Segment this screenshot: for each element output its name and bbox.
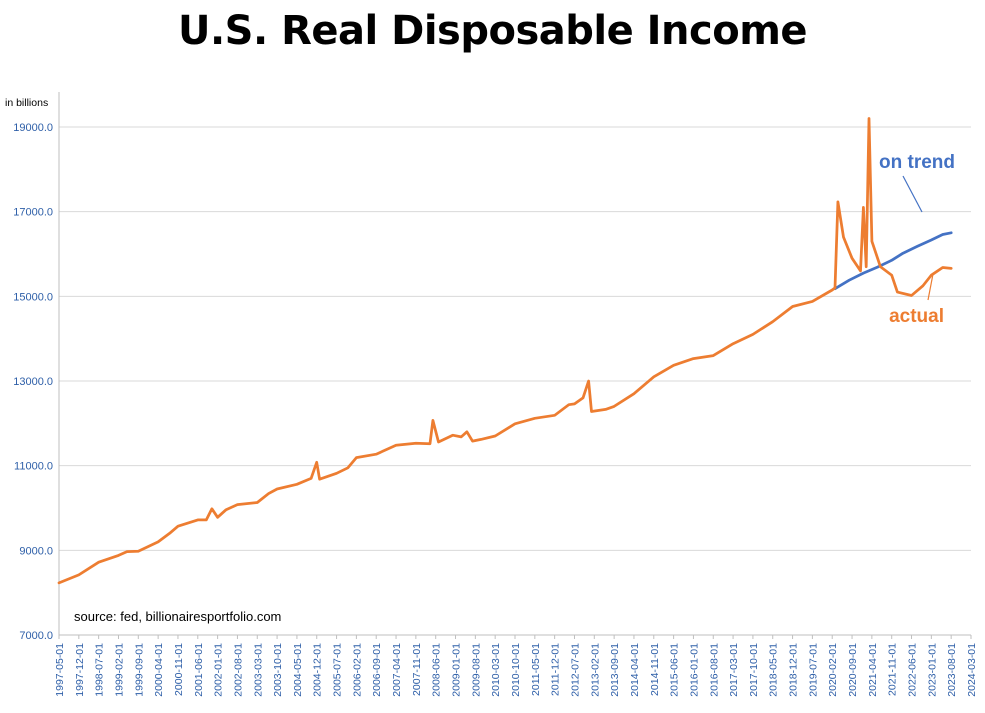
x-tick-label: 2006-09-01 [371, 643, 383, 697]
x-tick-label: 2004-12-01 [312, 643, 324, 697]
series-lines [57, 117, 953, 585]
x-tick-label: 2013-02-01 [589, 643, 601, 697]
x-tick-label: 2015-06-01 [669, 643, 681, 697]
annotations: on trend actual [879, 152, 955, 327]
annotation-on-trend: on trend [879, 152, 955, 173]
x-tick-label: 2020-02-01 [827, 643, 839, 697]
x-tick-label: 2012-07-01 [569, 643, 581, 697]
x-tick-label: 2017-03-01 [728, 643, 740, 697]
x-tick-label: 2019-07-01 [807, 643, 819, 697]
annotation-leader-actual [927, 273, 934, 301]
x-tick-label: 2000-04-01 [153, 643, 165, 697]
x-tick-label: 2017-10-01 [748, 643, 760, 697]
x-tick-label: 1998-07-01 [94, 643, 106, 697]
annotation-actual: actual [889, 306, 944, 327]
x-axis-tick-labels: 1997-05-01 1997-12-01 1998-07-01 1999-02-01… [54, 643, 978, 697]
x-tick-label: 2008-06-01 [431, 643, 443, 697]
x-tick-label: 1997-12-01 [74, 643, 86, 697]
y-tick-label: 19000.0 [13, 122, 53, 134]
series-line-actual [57, 117, 953, 585]
x-tick-label: 2021-11-01 [887, 643, 899, 696]
x-tick-label: 2006-02-01 [351, 643, 363, 697]
x-tick-label: 2000-11-01 [173, 643, 185, 696]
chart-title: U.S. Real Disposable Income [177, 8, 808, 54]
gridlines [59, 126, 971, 551]
y-tick-label: 9000.0 [19, 545, 53, 557]
source-label: source: fed, billionairesportfolio.com [74, 609, 281, 624]
x-tick-label: 2018-05-01 [768, 643, 780, 697]
x-tick-label: 1999-09-01 [133, 643, 145, 697]
axes [58, 92, 972, 639]
y-axis-unit-label: in billions [5, 97, 48, 109]
x-tick-label: 2002-08-01 [232, 643, 244, 697]
x-tick-label: 2007-04-01 [391, 643, 403, 697]
x-tick-label: 2004-05-01 [292, 643, 304, 697]
x-tick-label: 2022-06-01 [907, 643, 919, 697]
x-tick-label: 1997-05-01 [54, 643, 66, 697]
x-tick-label: 2011-05-01 [530, 643, 542, 696]
y-tick-label: 13000.0 [13, 376, 53, 388]
x-tick-label: 2016-01-01 [688, 643, 700, 697]
x-tick-label: 2009-01-01 [451, 643, 463, 697]
x-tick-label: 2010-03-01 [490, 643, 502, 697]
x-tick-label: 2023-08-01 [946, 643, 958, 697]
x-tick-label: 2003-10-01 [272, 643, 284, 697]
x-tick-label: 2003-03-01 [252, 643, 264, 697]
annotation-leader-on-trend [902, 175, 923, 213]
y-tick-label: 11000.0 [14, 461, 53, 473]
x-tick-label: 2023-01-01 [926, 643, 938, 697]
x-tick-label: 2021-04-01 [867, 643, 879, 697]
x-tick-label: 2014-11-01 [649, 643, 661, 696]
x-tick-label: 2011-12-01 [550, 643, 562, 696]
x-tick-label: 2024-03-01 [966, 643, 978, 697]
x-tick-label: 2014-04-01 [629, 643, 641, 697]
x-tick-label: 2005-07-01 [332, 643, 344, 697]
x-tick-label: 2016-08-01 [708, 643, 720, 697]
x-tick-label: 1999-02-01 [113, 643, 125, 697]
x-tick-label: 2020-09-01 [847, 643, 859, 697]
y-tick-label: 17000.0 [13, 207, 53, 219]
y-axis-tick-labels: 7000.0 9000.0 11000.0 13000.0 15000.0 17000.0… [13, 122, 53, 642]
y-tick-label: 7000.0 [19, 630, 53, 642]
x-tick-label: 2010-10-01 [510, 643, 522, 697]
series-line-on-trend [833, 231, 953, 291]
x-tick-label: 2018-12-01 [788, 643, 800, 697]
x-tick-label: 2013-09-01 [609, 643, 621, 697]
x-tick-label: 2009-08-01 [470, 643, 482, 697]
x-tick-label: 2002-01-01 [213, 643, 225, 697]
x-tick-label: 2007-11-01 [411, 643, 423, 696]
x-tick-label: 2001-06-01 [193, 643, 205, 697]
y-tick-label: 15000.0 [13, 291, 53, 303]
